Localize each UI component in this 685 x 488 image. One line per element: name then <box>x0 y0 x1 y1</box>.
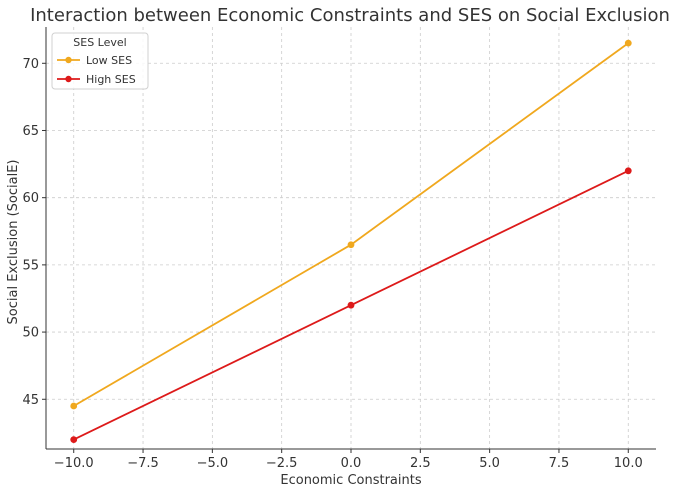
x-tick-label: 7.5 <box>549 456 570 471</box>
x-tick-label: 10.0 <box>614 456 643 471</box>
series-layer <box>70 39 632 443</box>
y-tick-label: 70 <box>22 57 39 72</box>
legend-label-high-ses: High SES <box>86 73 136 86</box>
point-high-ses <box>70 436 78 443</box>
x-tick-label: −2.5 <box>266 456 298 471</box>
x-tick-label: 2.5 <box>410 456 431 471</box>
legend-label-low-ses: Low SES <box>86 54 132 67</box>
y-tick-label: 65 <box>22 124 39 139</box>
x-axis-label: Economic Constraints <box>280 473 421 488</box>
legend-marker-high-ses <box>65 75 72 83</box>
chart-title: Interaction between Economic Constraints… <box>30 5 670 26</box>
y-tick-label: 60 <box>22 191 39 206</box>
point-low-ses <box>347 241 355 249</box>
legend: SES Level Low SES High SES <box>51 32 149 90</box>
y-tick-label: 45 <box>22 393 39 408</box>
series-high-ses <box>70 167 632 443</box>
x-tick-label: 0.0 <box>341 456 362 471</box>
x-tick-label: −10.0 <box>54 456 94 471</box>
point-low-ses <box>70 402 78 410</box>
point-low-ses <box>624 39 632 47</box>
y-tick-label: 50 <box>22 326 39 341</box>
y-tick-label: 55 <box>22 258 39 273</box>
ticks: −10.0 −7.5 −5.0 −2.5 0.0 2.5 5.0 7.5 10.0 45 50 55 6… <box>22 57 642 471</box>
legend-box <box>51 32 149 90</box>
point-high-ses <box>624 167 632 175</box>
x-tick-label: −7.5 <box>127 456 159 471</box>
legend-title: SES Level <box>73 36 126 49</box>
point-high-ses <box>347 301 355 309</box>
x-tick-label: −5.0 <box>197 456 229 471</box>
y-axis-label: Social Exclusion (SocialE) <box>6 160 21 325</box>
series-low-ses <box>70 39 632 410</box>
x-tick-label: 5.0 <box>479 456 500 471</box>
legend-marker-low-ses <box>65 56 72 64</box>
